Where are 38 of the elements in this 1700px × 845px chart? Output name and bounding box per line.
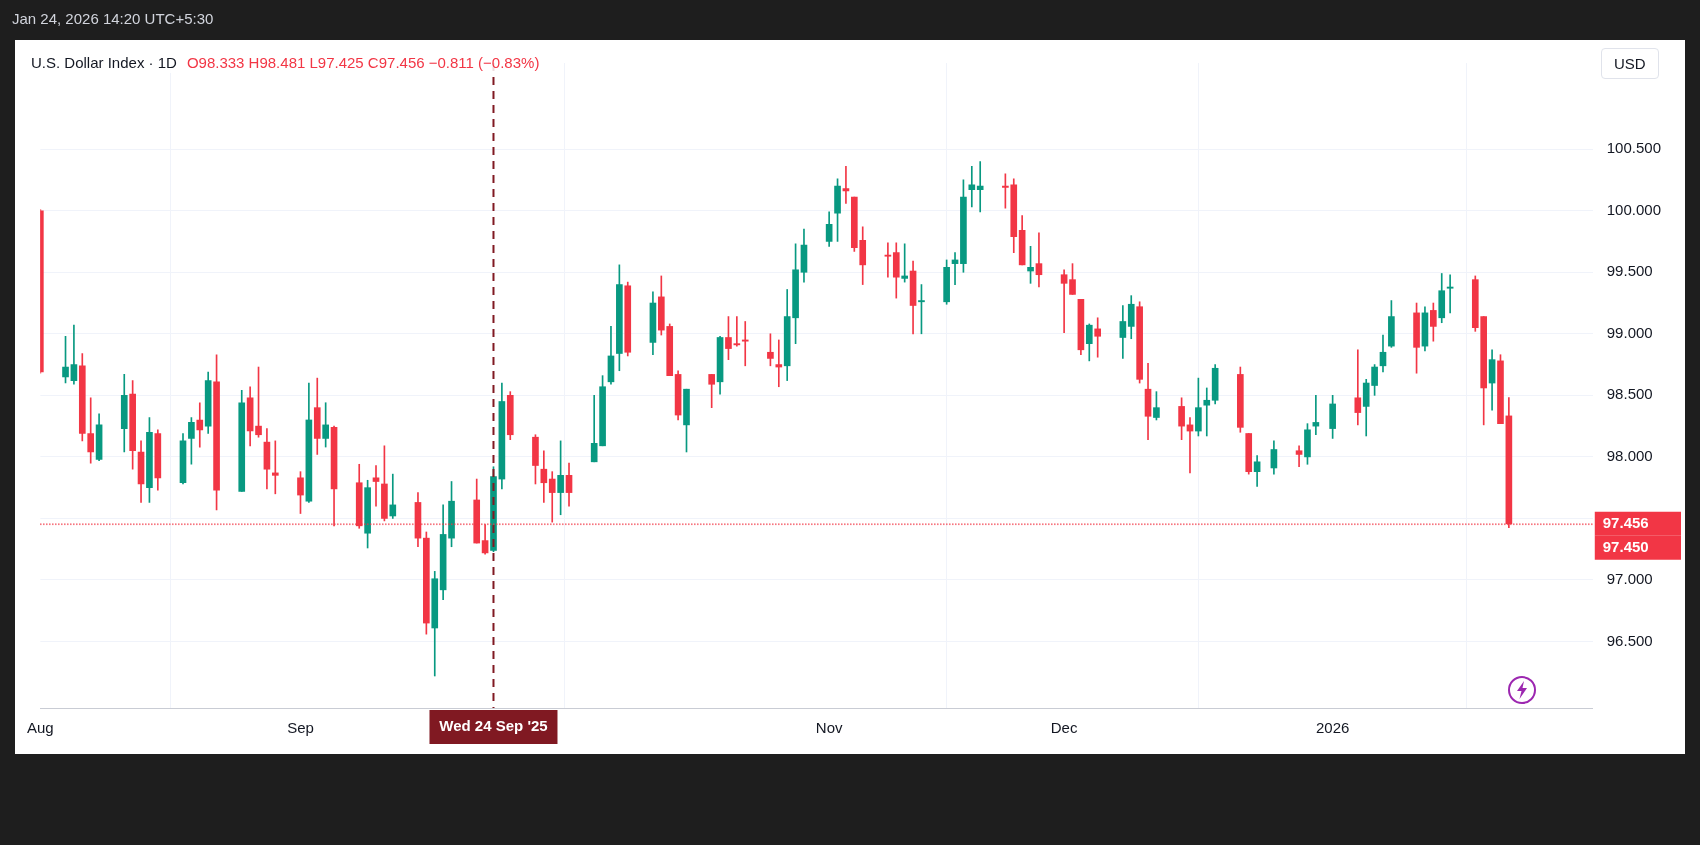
candlestick xyxy=(372,465,380,507)
y-tick-label: 100.000 xyxy=(1606,200,1662,218)
candlestick xyxy=(775,339,783,388)
candlestick xyxy=(389,473,397,519)
candlestick xyxy=(1203,387,1211,437)
candlestick xyxy=(1446,274,1454,314)
ref-line-label: 97.450 xyxy=(1602,538,1649,555)
y-tick-label: 100.500 xyxy=(1606,139,1662,157)
y-tick-label: 99.500 xyxy=(1606,262,1653,280)
candlestick xyxy=(741,321,749,367)
ref-line-label: 97.456 xyxy=(1602,514,1649,531)
candlestick xyxy=(1035,232,1043,288)
x-tick-label: Nov xyxy=(815,719,843,737)
candlestick xyxy=(884,242,892,278)
candlestick xyxy=(1354,349,1362,426)
text: Jan 24, 2026 14:20 UTC+5:30 xyxy=(12,10,214,27)
candlestick xyxy=(196,402,204,448)
candlestick xyxy=(1094,317,1102,358)
y-tick-label: 98.000 xyxy=(1606,447,1653,465)
y-tick-label: 99.000 xyxy=(1606,323,1653,341)
candlestick xyxy=(901,243,908,283)
ref-line-label: Wed 24 Sep '25 xyxy=(439,717,548,735)
text: USD xyxy=(1601,48,1659,79)
x-tick-label: Dec xyxy=(1050,719,1078,737)
candlestick xyxy=(733,316,741,347)
x-tick-label: Sep xyxy=(287,719,314,737)
chart-subtitle: O98.333 H98.481 L97.425 C97.456 −0.811 (−0.83%) xyxy=(186,54,540,71)
candlestick xyxy=(1060,269,1068,333)
candlestick xyxy=(271,440,279,495)
candlestick xyxy=(976,161,984,213)
y-tick-label: 98.500 xyxy=(1606,385,1653,403)
candlestick xyxy=(1295,445,1303,468)
y-tick-label: 96.500 xyxy=(1606,631,1653,649)
candlestick xyxy=(968,166,976,208)
chart-title: U.S. Dollar Index · 1D xyxy=(31,54,177,71)
x-tick-label: 2026 xyxy=(1315,719,1350,737)
y-tick-label: 97.000 xyxy=(1606,570,1653,588)
x-tick-label: Aug xyxy=(26,719,54,737)
